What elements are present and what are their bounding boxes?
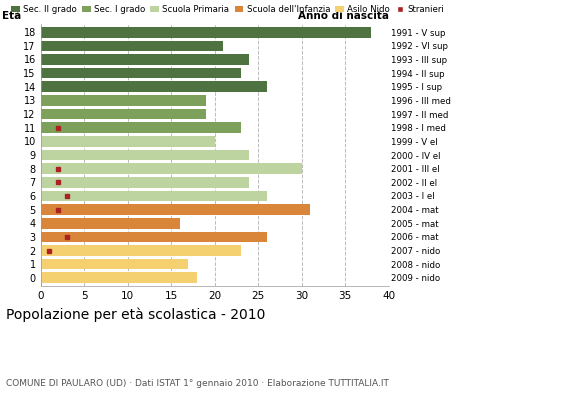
Bar <box>41 259 188 270</box>
Bar <box>41 232 267 242</box>
Bar <box>41 109 206 119</box>
Bar <box>41 177 249 188</box>
Bar <box>41 122 241 133</box>
Bar <box>41 54 249 65</box>
Text: Anno di nascita: Anno di nascita <box>298 11 389 21</box>
Text: Età: Età <box>2 11 21 21</box>
Bar <box>41 245 241 256</box>
Bar <box>41 204 310 215</box>
Bar <box>41 150 249 160</box>
Text: COMUNE DI PAULARO (UD) · Dati ISTAT 1° gennaio 2010 · Elaborazione TUTTITALIA.IT: COMUNE DI PAULARO (UD) · Dati ISTAT 1° g… <box>6 379 389 388</box>
Bar <box>41 40 223 51</box>
Bar <box>41 272 197 283</box>
Bar <box>41 136 215 147</box>
Bar <box>41 218 180 228</box>
Legend: Sec. II grado, Sec. I grado, Scuola Primaria, Scuola dell'Infanzia, Asilo Nido, : Sec. II grado, Sec. I grado, Scuola Prim… <box>10 4 445 15</box>
Bar <box>41 191 267 201</box>
Bar <box>41 82 267 92</box>
Bar <box>41 163 302 174</box>
Bar <box>41 68 241 78</box>
Bar <box>41 95 206 106</box>
Text: Popolazione per età scolastica - 2010: Popolazione per età scolastica - 2010 <box>6 308 265 322</box>
Bar <box>41 27 371 38</box>
